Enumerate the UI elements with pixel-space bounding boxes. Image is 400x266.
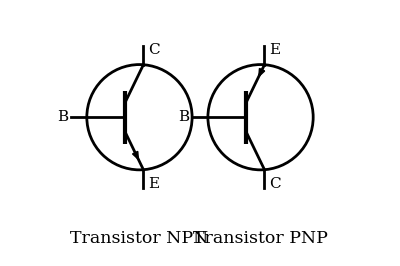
FancyArrow shape <box>259 68 265 76</box>
Text: C: C <box>148 43 160 57</box>
Text: E: E <box>270 43 280 57</box>
Text: Transistor NPN: Transistor NPN <box>70 230 208 247</box>
Text: C: C <box>269 177 281 191</box>
FancyArrow shape <box>132 151 138 159</box>
Text: B: B <box>58 110 69 124</box>
Text: E: E <box>148 177 160 191</box>
Text: Transistor PNP: Transistor PNP <box>193 230 328 247</box>
Text: B: B <box>179 110 190 124</box>
